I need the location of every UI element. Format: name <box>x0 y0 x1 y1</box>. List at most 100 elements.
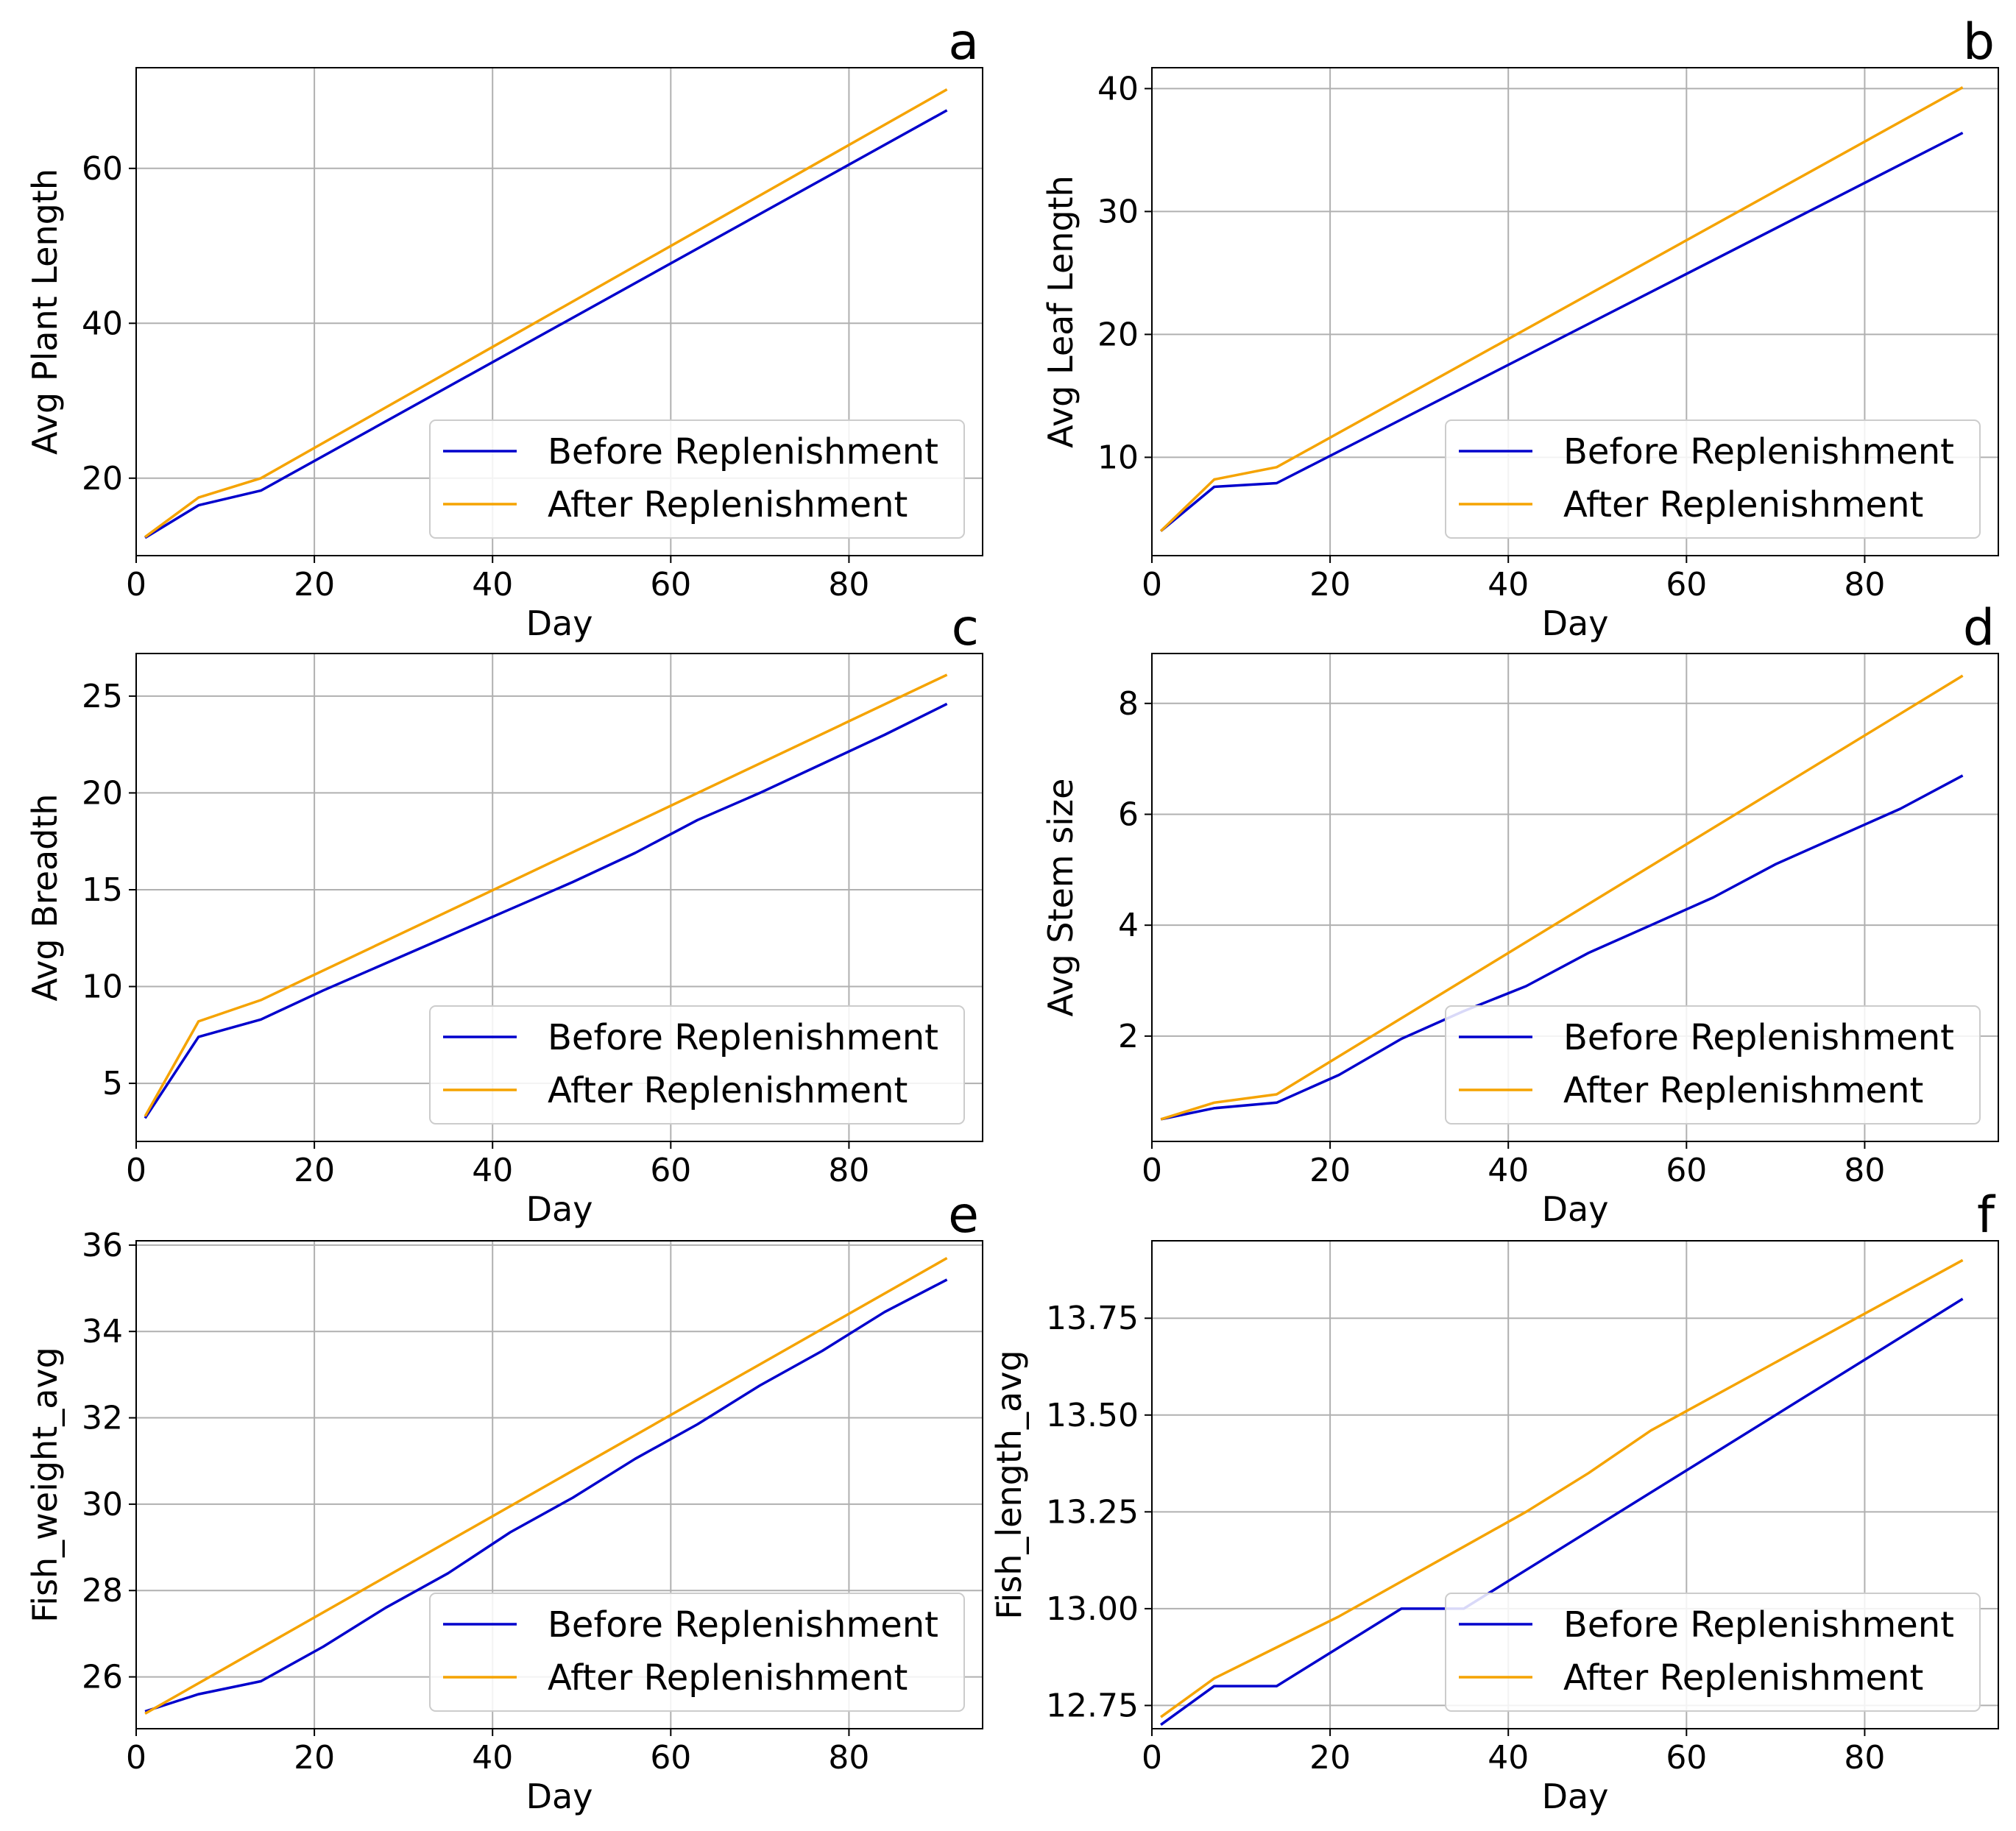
y-axis-label: Fish_length_avg <box>989 1350 1029 1619</box>
y-tick-label: 5 <box>102 1065 123 1102</box>
x-tick-label: 40 <box>1488 1152 1529 1189</box>
legend-box <box>1445 1005 1981 1125</box>
y-tick-label: 4 <box>1118 907 1139 944</box>
x-tick-label: 40 <box>1488 566 1529 603</box>
series-line-before <box>1159 131 1964 532</box>
plot-frame <box>135 67 983 556</box>
legend-label-after: After Replenishment <box>1563 1070 1923 1111</box>
legend-label-before: Before Replenishment <box>1563 1017 1954 1058</box>
series-line-before <box>144 1278 948 1713</box>
legend-box <box>429 419 965 539</box>
x-tick-label: 80 <box>1844 566 1885 603</box>
series-line-after <box>1159 86 1964 532</box>
x-tick-label: 60 <box>650 1739 691 1777</box>
series-line-after <box>144 1256 948 1715</box>
y-tick-label: 8 <box>1118 685 1139 723</box>
x-tick-label: 0 <box>126 1739 146 1777</box>
y-tick-label: 30 <box>82 1486 123 1523</box>
y-tick-label: 6 <box>1118 796 1139 833</box>
legend-label-before: Before Replenishment <box>1563 1604 1954 1646</box>
panel-letter: f <box>1977 1186 1996 1244</box>
x-tick-label: 40 <box>472 1739 513 1777</box>
legend: Before Replenishment After Replenishment <box>1445 419 1981 539</box>
series-line-after <box>144 88 948 539</box>
x-tick-label: 20 <box>294 1739 335 1777</box>
panel-letter: c <box>952 599 979 657</box>
y-tick-label: 40 <box>1097 70 1139 107</box>
x-tick-label: 80 <box>1844 1739 1885 1777</box>
legend-label-before: Before Replenishment <box>548 1604 938 1646</box>
y-tick-label: 60 <box>82 150 123 188</box>
x-tick-label: 60 <box>650 1152 691 1189</box>
legend-label-after: After Replenishment <box>548 1657 908 1699</box>
plot-frame <box>1151 653 1999 1142</box>
y-tick-label: 2 <box>1118 1018 1139 1055</box>
y-axis-label: Avg Breadth <box>25 793 65 1001</box>
y-tick-label: 20 <box>82 774 123 812</box>
x-axis-label: Day <box>526 603 593 643</box>
y-tick-label: 30 <box>1097 193 1139 230</box>
x-tick-label: 20 <box>1309 1739 1351 1777</box>
y-tick-label: 15 <box>82 871 123 909</box>
x-tick-label: 80 <box>828 1739 869 1777</box>
y-axis-label: Fish_weight_avg <box>25 1347 65 1623</box>
x-axis-label: Day <box>526 1777 593 1816</box>
y-tick-label: 10 <box>82 968 123 1006</box>
y-tick-label: 40 <box>82 305 123 342</box>
y-axis-label: Avg Leaf Length <box>1041 175 1080 448</box>
x-tick-label: 0 <box>126 1152 146 1189</box>
y-tick-label: 26 <box>82 1659 123 1696</box>
panel-letter: b <box>1963 13 1995 71</box>
series-line-after <box>144 673 948 1117</box>
x-tick-label: 80 <box>828 1152 869 1189</box>
x-axis-label: Day <box>1542 603 1609 643</box>
x-tick-label: 80 <box>828 566 869 603</box>
y-tick-label: 13.75 <box>1046 1300 1139 1337</box>
x-tick-label: 60 <box>1666 1152 1707 1189</box>
x-tick-label: 40 <box>472 1152 513 1189</box>
x-axis-label: Day <box>526 1189 593 1229</box>
y-tick-label: 20 <box>1097 316 1139 353</box>
panel-d: 0 20 40 60 80 2 4 6 8 Day Avg Stem size d Before Rep… <box>1041 599 1999 1229</box>
panel-c: 0 20 40 60 80 5 10 15 20 25 Day Avg Breadth c Before … <box>25 599 983 1229</box>
x-tick-label: 0 <box>1142 1739 1162 1777</box>
plot-frame <box>1151 1240 1999 1729</box>
x-tick-label: 20 <box>1309 1152 1351 1189</box>
series-line-before <box>144 109 948 539</box>
x-tick-label: 60 <box>1666 566 1707 603</box>
y-axis-label: Avg Stem size <box>1041 779 1080 1017</box>
legend-label-after: After Replenishment <box>1563 1657 1923 1699</box>
y-tick-label: 13.50 <box>1046 1397 1139 1434</box>
panel-letter: d <box>1963 599 1995 657</box>
x-axis-label: Day <box>1542 1777 1609 1816</box>
series-line-before <box>144 702 948 1119</box>
y-axis-label: Avg Plant Length <box>25 169 65 455</box>
x-tick-label: 0 <box>1142 566 1162 603</box>
series-line-after <box>1160 1258 1964 1718</box>
legend: Before Replenishment After Replenishment <box>429 419 965 539</box>
panel-f: 0 20 40 60 80 12.75 13.00 13.25 13.50 13.75 Day Fis… <box>989 1186 1999 1816</box>
legend: Before Replenishment After Replenishment <box>429 1005 965 1125</box>
panel-e: 0 20 40 60 80 26 28 30 32 34 36 Day Fish_weight_avg e… <box>25 1186 983 1816</box>
legend: Before Replenishment After Replenishment <box>429 1593 965 1712</box>
x-tick-label: 60 <box>650 566 691 603</box>
legend-label-after: After Replenishment <box>548 1070 908 1111</box>
x-tick-label: 40 <box>1488 1739 1529 1777</box>
legend-box <box>1445 419 1981 539</box>
x-tick-label: 20 <box>1309 566 1351 603</box>
legend-label-before: Before Replenishment <box>548 431 938 472</box>
y-tick-label: 20 <box>82 460 123 497</box>
y-tick-label: 25 <box>82 678 123 715</box>
panel-letter: e <box>948 1186 979 1244</box>
legend-label-before: Before Replenishment <box>548 1017 938 1058</box>
y-tick-label: 34 <box>82 1313 123 1350</box>
panel-b: 0 20 40 60 80 10 20 30 40 Day Avg Leaf Length b Befo… <box>1041 13 1999 643</box>
plot-frame <box>135 1240 983 1729</box>
legend-box <box>429 1593 965 1712</box>
y-tick-label: 13.00 <box>1046 1590 1139 1628</box>
panel-letter: a <box>948 13 979 71</box>
y-tick-label: 28 <box>82 1572 123 1609</box>
y-tick-label: 13.25 <box>1046 1493 1139 1531</box>
plot-frame <box>1151 67 1999 556</box>
